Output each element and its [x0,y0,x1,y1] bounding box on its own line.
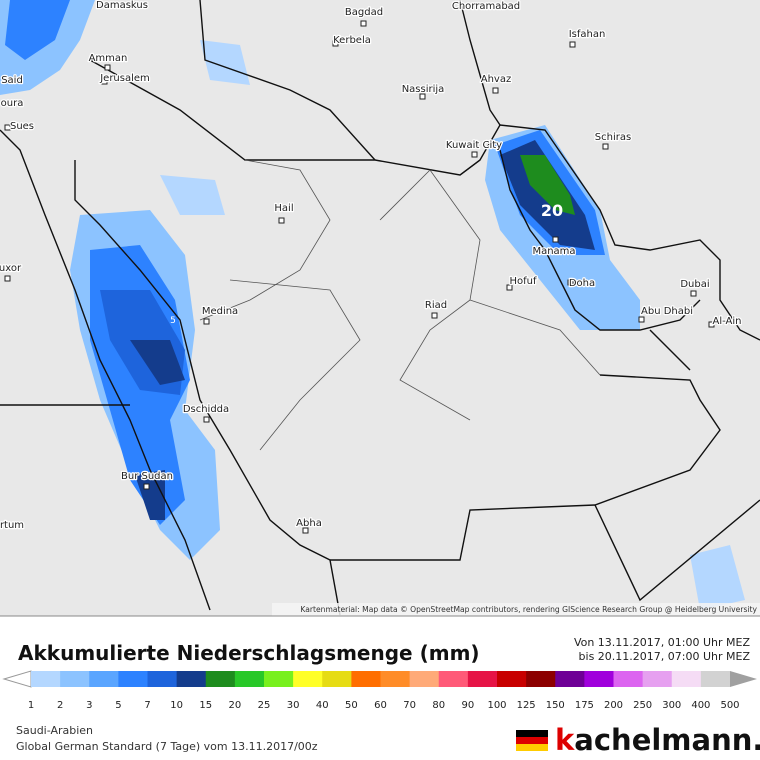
legend-label: 175 [575,700,594,711]
city-label: rtum [0,520,24,531]
legend-segment [700,671,731,687]
legend-label: 30 [287,700,300,711]
precipitation [0,0,745,610]
legend-segment [555,671,585,687]
legend-segment [438,671,469,687]
legend-label: 70 [403,700,416,711]
attribution-background [272,603,760,616]
city-label: Chorramabad [452,1,520,12]
city-label: Riad [425,300,447,311]
legend-label: 25 [258,700,271,711]
legend-segment [671,671,702,687]
legend-label: 15 [199,700,212,711]
legend-label: 90 [462,700,475,711]
legend-label: 20 [229,700,242,711]
legend-segment [409,671,440,687]
legend-segment [467,671,498,687]
legend-segment [526,671,556,687]
city-label: Dubai [680,279,709,290]
region: Saudi-Arabien [16,724,93,737]
legend-label: 3 [86,700,92,711]
legend-segment [351,671,381,687]
city-label: Al-Ain [713,316,742,327]
legend-label: 1 [28,700,34,711]
city-label: Damaskus [96,0,148,11]
legend-segment [60,671,90,687]
city-label: Bur Sudan [121,471,173,482]
legend-segment [293,671,323,687]
legend-segment [613,671,644,687]
legend-label: 60 [374,700,387,711]
city-label: Said [1,75,23,86]
model-info: Global German Standard (7 Tage) vom 13.1… [16,740,318,753]
city-label: Sues [10,121,34,132]
city-label: Bagdad [345,7,383,18]
logo-k: k [555,723,575,757]
city-label: Abu Dhabi [641,306,693,317]
legend-segment [147,671,178,687]
legend-label: 80 [432,700,445,711]
legend-label: 500 [720,700,739,711]
logo-rest: achelmann. [574,723,760,757]
legend-label: 100 [487,700,506,711]
city-label: Kerbela [333,35,371,46]
legend-label: 200 [604,700,623,711]
legend-label: 50 [345,700,358,711]
city-label: Medina [202,306,238,317]
legend-segment [264,671,294,687]
legend-above [730,671,757,687]
legend-label: 5 [115,700,121,711]
legend-segment [89,671,119,687]
city-label: Dschidda [183,404,229,415]
city-markers [4,20,715,534]
city-label: Manama [532,246,575,257]
city-label: Ahvaz [481,74,511,85]
legend-segment [205,671,236,687]
legend-label: 150 [546,700,565,711]
city-label: Hail [274,203,293,214]
borders [0,0,760,616]
legend-segment [118,671,148,687]
city-label: Hofuf [509,276,536,287]
legend-segment [380,671,411,687]
city-label: Amman [89,53,128,64]
city-label: Schiras [595,132,631,143]
contour-label: 5 [170,316,176,326]
legend-label: 2 [57,700,63,711]
legend: 1 2 3 5 7 10 15 20 25 30 40 50 60 70 80 90 100 125 150 175 2… [2,670,757,711]
logo: kachelmann. [516,723,760,757]
logo-text: kachelmann. [555,723,760,757]
city-label: Doha [569,278,595,289]
legend-label: 300 [662,700,681,711]
map: Damaskus Bagdad Chorramabad Isfahan Kerb… [0,0,760,616]
date-to: bis 20.11.2017, 07:00 Uhr MEZ [579,650,751,663]
city-label: Kuwait City [446,140,502,151]
legend-label: 125 [517,700,536,711]
legend-segment [31,671,61,687]
legend-label: 10 [170,700,183,711]
city-label: Nassirija [402,84,445,95]
legend-segment [584,671,614,687]
legend-segment [176,671,207,687]
legend-segment [322,671,352,687]
city-label: Isfahan [569,29,606,40]
city-label: oura [1,98,24,109]
legend-below [2,670,32,688]
date-from: Von 13.11.2017, 01:00 Uhr MEZ [574,636,751,649]
legend-label: 7 [144,700,150,711]
city-label: uxor [0,263,22,274]
city-label: Abha [296,518,322,529]
attribution: Kartenmaterial: Map data © OpenStreetMap… [300,605,757,614]
legend-label: 40 [316,700,329,711]
legend-segment [642,671,673,687]
contour-label: 20 [541,201,563,220]
legend-label: 250 [633,700,652,711]
title: Akkumulierte Niederschlagsmenge (mm) [18,641,480,665]
legend-segment [234,671,265,687]
legend-label: 400 [691,700,710,711]
city-label: Jerusalem [99,73,150,84]
legend-segment [497,671,527,687]
